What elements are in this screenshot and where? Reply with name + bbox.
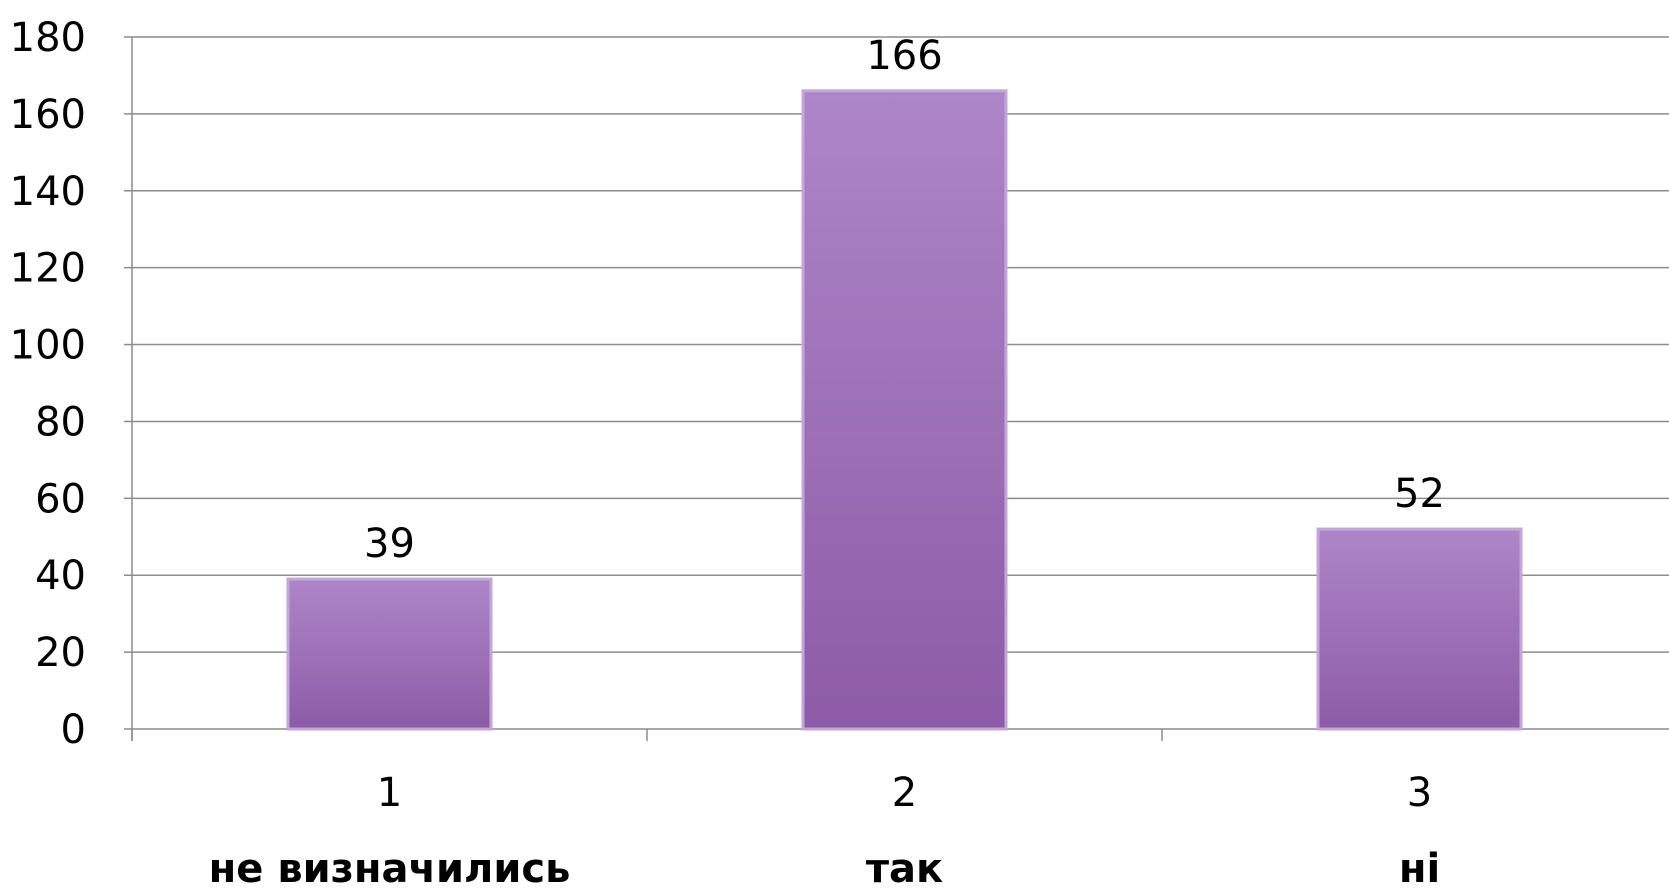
y-tick-label: 120 — [10, 246, 86, 292]
y-tick-label: 100 — [10, 323, 86, 369]
x-tick-label: 2 — [892, 770, 917, 816]
y-tick-label: 20 — [35, 630, 86, 676]
category-name-label: так — [866, 846, 943, 892]
x-tick-label: 1 — [377, 770, 402, 816]
labels: 0 20 40 60 80 100 120 140 160 180 39 1 не визначилис… — [10, 15, 1445, 892]
y-tick-label: 80 — [35, 399, 86, 445]
y-tick-label: 160 — [10, 92, 86, 138]
y-tick-label: 40 — [35, 553, 86, 599]
data-label: 39 — [364, 521, 415, 567]
category-name-label: ні — [1399, 846, 1440, 892]
bar — [1316, 527, 1523, 731]
y-tick-label: 0 — [61, 707, 86, 753]
y-tick-label: 60 — [35, 476, 86, 522]
x-tick-label: 3 — [1407, 770, 1432, 816]
data-label: 166 — [866, 33, 942, 79]
category-name-label: не визначились — [209, 846, 571, 892]
data-label: 52 — [1394, 471, 1445, 517]
y-tick-label: 180 — [10, 15, 86, 61]
bars — [286, 89, 1523, 731]
bar — [286, 577, 493, 731]
y-tick-label: 140 — [10, 169, 86, 215]
bar — [801, 89, 1008, 731]
